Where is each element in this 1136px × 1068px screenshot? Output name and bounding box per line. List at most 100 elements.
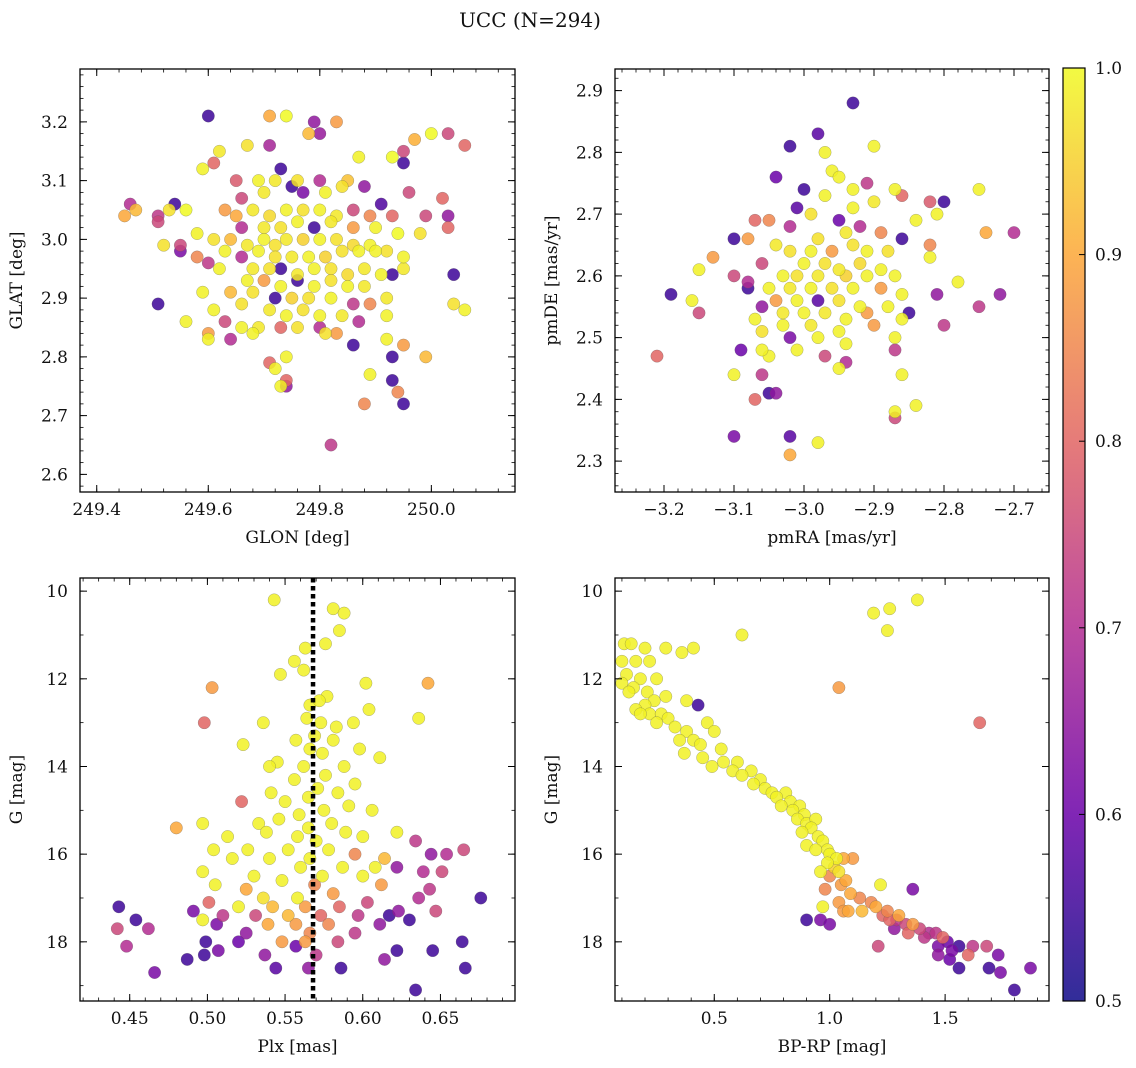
data-point: [324, 274, 338, 287]
data-point: [224, 232, 238, 246]
data-point: [727, 269, 741, 283]
data-point: [818, 882, 832, 896]
data-point: [423, 882, 436, 896]
colorbar-tick-label: 0.8: [1095, 432, 1122, 452]
data-point: [229, 174, 243, 188]
data-point: [201, 256, 215, 270]
data-point: [335, 309, 349, 323]
data-point: [839, 874, 853, 887]
data-point: [696, 751, 710, 765]
data-point: [846, 96, 860, 110]
y-tick-label: 10: [581, 582, 603, 602]
data-point: [207, 303, 221, 317]
data-point: [229, 209, 243, 223]
data-point: [224, 332, 238, 346]
data-point: [972, 300, 986, 314]
data-point: [385, 150, 399, 164]
data-point: [263, 109, 276, 123]
data-point: [273, 668, 287, 681]
data-point: [291, 830, 304, 843]
data-point: [624, 637, 638, 651]
y-axis-label: pmDE [mas/yr]: [542, 215, 562, 345]
data-point: [982, 961, 996, 975]
data-point: [208, 878, 222, 892]
data-point: [162, 203, 176, 217]
data-point: [196, 913, 210, 927]
data-point: [790, 269, 804, 283]
data-point: [783, 244, 797, 258]
data-point: [871, 939, 885, 953]
data-point: [895, 312, 909, 326]
data-point: [694, 738, 707, 751]
data-point: [846, 201, 860, 215]
data-point: [297, 663, 311, 677]
data-point: [804, 281, 818, 295]
data-point: [762, 281, 776, 295]
data-point: [945, 944, 959, 957]
data-point: [455, 935, 469, 949]
data-point: [302, 291, 316, 305]
points-glon_glat: [118, 109, 472, 452]
data-point: [816, 900, 830, 914]
data-point: [225, 852, 239, 865]
data-point: [211, 944, 225, 957]
data-point: [402, 185, 416, 199]
data-point: [846, 182, 860, 196]
data-point: [275, 935, 289, 949]
data-point: [325, 817, 339, 830]
data-point: [287, 654, 301, 668]
data-point: [289, 733, 303, 747]
colorbar: 0.5 0.6 0.7 0.8 0.9 1.0: [1062, 59, 1122, 1012]
data-point: [331, 786, 345, 800]
data-point: [196, 162, 210, 176]
axes-frame: [79, 577, 516, 1002]
data-point: [279, 232, 293, 246]
data-point: [281, 843, 295, 857]
x-axis-label: pmRA [mas/yr]: [767, 528, 896, 548]
data-point: [224, 285, 238, 299]
data-point: [390, 825, 404, 839]
data-point: [412, 891, 426, 905]
data-point: [685, 294, 699, 307]
data-point: [205, 681, 219, 694]
data-point: [218, 244, 232, 258]
data-point: [313, 309, 327, 323]
data-point: [302, 250, 316, 264]
data-point: [440, 847, 453, 861]
data-point: [911, 593, 924, 607]
data-point: [811, 436, 825, 449]
data-point: [748, 312, 762, 326]
data-point: [867, 318, 881, 332]
data-point: [236, 738, 250, 751]
data-point: [335, 180, 349, 193]
data-point: [888, 343, 902, 357]
y-tick-label: 3.1: [41, 172, 68, 192]
data-point: [357, 180, 371, 193]
data-point: [330, 232, 343, 246]
data-point: [783, 139, 797, 153]
data-point: [257, 232, 271, 246]
data-point: [246, 285, 260, 299]
x-tick-label: 249.4: [72, 500, 121, 520]
data-point: [906, 917, 920, 931]
data-point: [809, 843, 823, 857]
data-point: [291, 215, 304, 229]
data-point: [274, 221, 288, 235]
data-point: [346, 338, 360, 352]
data-point: [402, 913, 416, 927]
data-point: [615, 654, 629, 668]
data-point: [274, 279, 288, 293]
data-point: [315, 746, 329, 760]
data-point: [895, 287, 909, 301]
data-point: [346, 716, 360, 730]
data-point: [832, 324, 846, 338]
data-point: [979, 226, 993, 240]
y-tick-label: 14: [46, 757, 68, 777]
data-point: [769, 294, 783, 307]
data-point: [458, 303, 472, 317]
data-point: [207, 232, 221, 246]
data-point: [291, 174, 304, 188]
data-point: [235, 795, 249, 808]
data-point: [888, 405, 902, 419]
x-tick-label: 0.65: [421, 1009, 459, 1029]
